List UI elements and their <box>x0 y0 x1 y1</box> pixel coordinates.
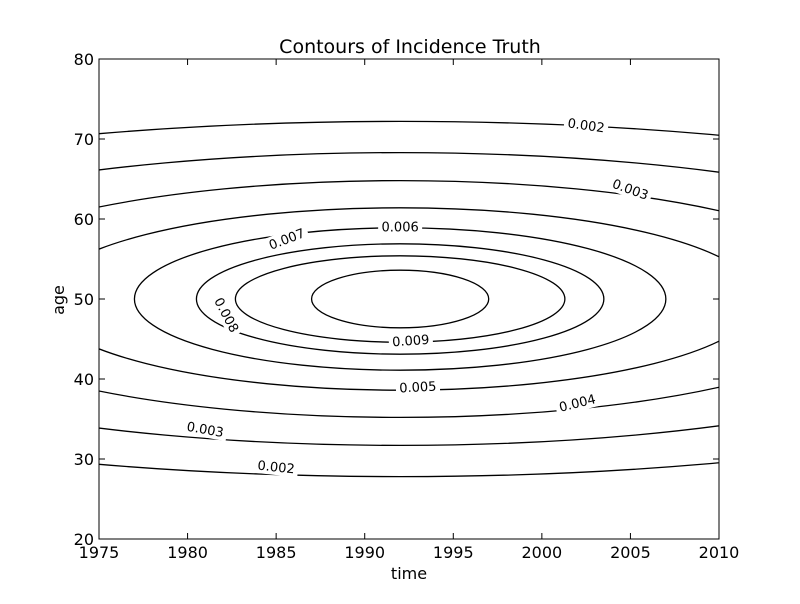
contour-label-group: 0.003 <box>182 417 229 442</box>
y-tick-label: 70 <box>74 130 94 149</box>
contour-label: 0.003 <box>185 420 224 441</box>
contour-label-gap <box>388 331 434 351</box>
x-tick-label: 1985 <box>256 543 297 562</box>
contour-line-0.003 <box>99 151 719 447</box>
contour-label-gap <box>209 291 244 339</box>
x-tick-label: 1990 <box>344 543 385 562</box>
contour-label: 0.005 <box>399 380 437 397</box>
contour-label-gap <box>554 389 601 417</box>
contour-label-group: 0.006 <box>378 219 423 236</box>
y-tick-label: 60 <box>74 210 94 229</box>
y-axis-label: age <box>49 285 68 315</box>
x-tick-label: 2010 <box>699 543 740 562</box>
contour-label: 0.002 <box>567 116 606 136</box>
contour-label-group: 0.002 <box>563 114 610 137</box>
contour-line-0.009 <box>310 269 490 329</box>
contour-label-gap <box>607 174 654 205</box>
y-tick-label: 40 <box>74 370 94 389</box>
x-axis-label: time <box>391 564 427 583</box>
contour-label-group: 0.009 <box>388 331 434 351</box>
y-tick-label: 50 <box>74 290 94 309</box>
contour-label: 0.009 <box>392 333 430 351</box>
x-tick-label: 1980 <box>167 543 208 562</box>
contour-label-gap <box>563 114 610 137</box>
x-tick-label: 2005 <box>610 543 651 562</box>
contour-line-0.004 <box>99 179 719 419</box>
contour-label-group: 0.002 <box>253 456 299 478</box>
contour-line-0.007 <box>195 243 605 355</box>
y-tick-label: 20 <box>74 530 94 549</box>
x-tick-label: 1975 <box>79 543 120 562</box>
contour-label-gap <box>253 456 299 478</box>
chart-title: Contours of Incidence Truth <box>279 36 541 58</box>
contour-label-group: 0.005 <box>395 377 441 397</box>
axis-ticks: 1975 1980 1985 1990 1995 2000 2005 2010 20 30 40 50… <box>74 50 740 562</box>
contour-label-gap <box>263 223 311 255</box>
contour-label: 0.002 <box>257 459 296 478</box>
contour-label-gap <box>395 377 441 397</box>
y-tick-label: 30 <box>74 450 94 469</box>
x-tick-label: 2000 <box>521 543 562 562</box>
y-tick-label: 80 <box>74 50 94 69</box>
contour-line-0.002 <box>99 120 719 478</box>
x-tick-label: 1995 <box>433 543 474 562</box>
contour-label: 0.006 <box>382 221 419 236</box>
contour-label-gap <box>378 219 423 235</box>
contour-label-gap <box>182 417 229 442</box>
